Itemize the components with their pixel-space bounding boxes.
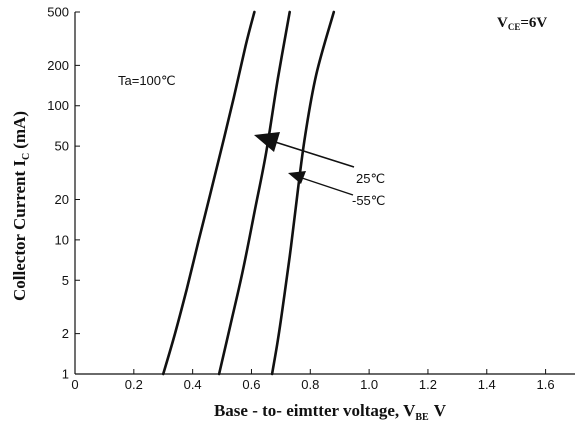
x-axis-title-main: Base - to- eimtter voltage, V (214, 401, 416, 420)
x-tick-label: 1.2 (419, 377, 437, 392)
arrow-25c-head (254, 132, 280, 152)
x-tick-label: 0.6 (242, 377, 260, 392)
y-axis-title-sub: C (21, 153, 32, 160)
y-tick-label: 100 (47, 98, 69, 113)
arrow-minus55c-shaft (301, 177, 354, 196)
curve-ta100 (161, 10, 256, 376)
y-tick-label: 50 (55, 139, 69, 154)
y-tick-label: 1 (62, 367, 69, 382)
annotation-ta100: Ta=100℃ (118, 73, 176, 88)
x-axis-title: Base - to- eimtter voltage, VBE V (214, 401, 447, 423)
vce-condition: VCE=6V (497, 15, 547, 32)
x-axis-title-unit: V (434, 401, 447, 420)
x-ticks: 0 0.2 0.4 0.6 0.8 1.0 1.2 1.4 1.6 (71, 369, 555, 392)
y-tick-label: 5 (62, 273, 69, 288)
y-axis-title-main: Collector Current I (10, 160, 29, 301)
curve-25c (217, 10, 291, 376)
annotation-minus55c: -55℃ (352, 193, 385, 208)
x-tick-label: 1.0 (360, 377, 378, 392)
vce-value: =6V (520, 15, 547, 31)
arrow-minus55c-head (288, 171, 306, 184)
y-tick-label: 10 (55, 232, 69, 247)
y-tick-label: 2 (62, 326, 69, 341)
annotation-25c: 25℃ (356, 171, 385, 186)
vce-sub: CE (508, 22, 521, 32)
vce-main: V (497, 15, 508, 31)
y-tick-label: 200 (47, 58, 69, 73)
y-axis-title: Collector Current IC (mA) (10, 111, 32, 301)
x-tick-label: 1.4 (478, 377, 496, 392)
x-tick-label: 0 (71, 377, 78, 392)
y-ticks: 1 2 5 10 20 50 100 200 500 (47, 5, 80, 382)
arrow-25c-shaft (271, 140, 355, 168)
x-tick-label: 0.8 (301, 377, 319, 392)
x-tick-label: 0.2 (125, 377, 143, 392)
x-axis-title-sub: BE (415, 412, 429, 423)
annotation-arrows (254, 132, 355, 196)
curve-minus55c (270, 10, 336, 376)
y-tick-label: 20 (55, 192, 69, 207)
y-tick-label: 500 (47, 5, 69, 20)
x-tick-label: 1.6 (537, 377, 555, 392)
curves (161, 10, 336, 376)
y-axis-title-unit: (mA) (10, 111, 29, 149)
x-tick-label: 0.4 (184, 377, 202, 392)
axes (74, 12, 575, 375)
